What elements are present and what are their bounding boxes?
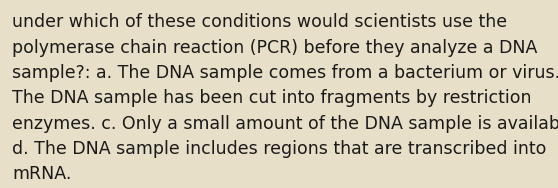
Text: under which of these conditions would scientists use the: under which of these conditions would sc… [12, 13, 507, 31]
Text: polymerase chain reaction (PCR) before they analyze a DNA: polymerase chain reaction (PCR) before t… [12, 39, 538, 57]
Text: The DNA sample has been cut into fragments by restriction: The DNA sample has been cut into fragmen… [12, 89, 532, 107]
Text: enzymes. c. Only a small amount of the DNA sample is available.: enzymes. c. Only a small amount of the D… [12, 115, 558, 133]
Text: sample?: a. The DNA sample comes from a bacterium or virus. b.: sample?: a. The DNA sample comes from a … [12, 64, 558, 82]
Text: mRNA.: mRNA. [12, 165, 71, 183]
Text: d. The DNA sample includes regions that are transcribed into: d. The DNA sample includes regions that … [12, 140, 547, 158]
